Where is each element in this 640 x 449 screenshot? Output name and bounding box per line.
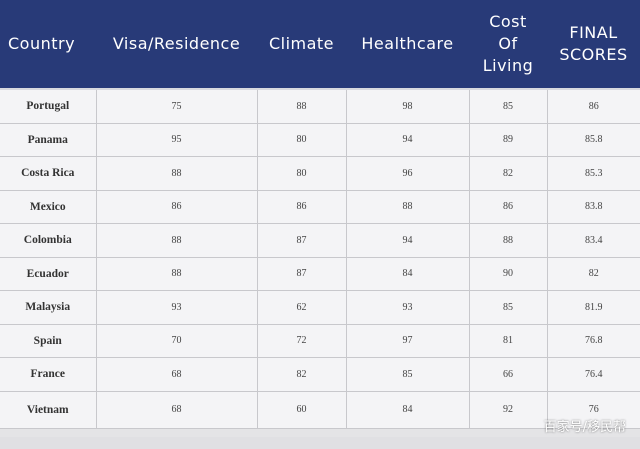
column-header-healthcare: Healthcare <box>346 0 469 90</box>
cell-final-score: 86 <box>547 89 640 124</box>
cell-climate: 60 <box>257 391 347 429</box>
cell-final-score: 83.8 <box>547 190 640 224</box>
cell-final-score: 81.9 <box>547 290 640 325</box>
cell-visa: 93 <box>96 290 258 325</box>
header-text-line: Of <box>498 34 518 53</box>
cell-climate: 87 <box>257 257 347 291</box>
column-header-final-scores: FINAL SCORES <box>547 0 640 90</box>
header-text-line: FINAL <box>569 23 618 42</box>
cell-final-score: 76 <box>547 391 640 429</box>
cell-healthcare: 84 <box>346 257 470 291</box>
table-row: Spain 70 72 97 81 76.8 <box>0 324 640 358</box>
cell-country: Vietnam <box>0 391 97 429</box>
cell-healthcare: 94 <box>346 223 470 258</box>
cell-country: Malaysia <box>0 290 97 325</box>
cell-country: Mexico <box>0 190 97 224</box>
footer-strip <box>0 437 640 449</box>
cell-visa: 88 <box>96 223 258 258</box>
cell-final-score: 85.3 <box>547 156 640 191</box>
cell-climate: 80 <box>257 156 347 191</box>
table-row: France 68 82 85 66 76.4 <box>0 357 640 392</box>
watermark: 百家号/移民帮 <box>543 420 626 435</box>
cell-country: Costa Rica <box>0 156 97 191</box>
cell-climate: 88 <box>257 89 347 124</box>
cell-healthcare: 85 <box>346 357 470 392</box>
cell-healthcare: 88 <box>346 190 470 224</box>
column-header-visa: Visa/Residence <box>96 0 257 90</box>
column-header-climate: Climate <box>257 0 346 90</box>
cell-country: France <box>0 357 97 392</box>
cell-visa: 70 <box>96 324 258 358</box>
cell-healthcare: 93 <box>346 290 470 325</box>
cell-cost-of-living: 82 <box>469 156 548 191</box>
cell-climate: 82 <box>257 357 347 392</box>
column-header-cost-of-living: Cost Of Living <box>469 0 547 90</box>
cell-cost-of-living: 86 <box>469 190 548 224</box>
cell-country: Panama <box>0 123 97 157</box>
cell-final-score: 83.4 <box>547 223 640 258</box>
cell-healthcare: 97 <box>346 324 470 358</box>
cell-climate: 87 <box>257 223 347 258</box>
table-row: Ecuador 88 87 84 90 82 <box>0 257 640 291</box>
cell-cost-of-living: 92 <box>469 391 548 429</box>
cell-visa: 75 <box>96 89 258 124</box>
header-text-line: SCORES <box>559 45 628 64</box>
cell-cost-of-living: 66 <box>469 357 548 392</box>
table-row: Costa Rica 88 80 96 82 85.3 <box>0 156 640 191</box>
scores-table: Country Visa/Residence Climate Healthcar… <box>0 0 640 429</box>
table-body: Portugal 75 88 98 85 86 Panama 95 80 94 89 85.8 Cost… <box>0 89 640 429</box>
table-row: Portugal 75 88 98 85 86 <box>0 89 640 124</box>
cell-final-score: 82 <box>547 257 640 291</box>
cell-healthcare: 96 <box>346 156 470 191</box>
cell-visa: 68 <box>96 357 258 392</box>
cell-final-score: 76.4 <box>547 357 640 392</box>
cell-visa: 68 <box>96 391 258 429</box>
cell-cost-of-living: 88 <box>469 223 548 258</box>
cell-climate: 80 <box>257 123 347 157</box>
header-row: Country Visa/Residence Climate Healthcar… <box>0 0 640 90</box>
cell-visa: 88 <box>96 257 258 291</box>
table-row: Malaysia 93 62 93 85 81.9 <box>0 290 640 325</box>
cell-country: Portugal <box>0 89 97 124</box>
cell-cost-of-living: 90 <box>469 257 548 291</box>
cell-country: Spain <box>0 324 97 358</box>
cell-healthcare: 84 <box>346 391 470 429</box>
header-text-line: Living <box>482 56 534 75</box>
table-row: Mexico 86 86 88 86 83.8 <box>0 190 640 224</box>
table-header: Country Visa/Residence Climate Healthcar… <box>0 0 640 90</box>
cell-cost-of-living: 85 <box>469 89 548 124</box>
column-header-country: Country <box>0 0 96 90</box>
cell-climate: 62 <box>257 290 347 325</box>
cell-cost-of-living: 89 <box>469 123 548 157</box>
cell-climate: 86 <box>257 190 347 224</box>
cell-visa: 88 <box>96 156 258 191</box>
table-row: Vietnam 68 60 84 92 76 <box>0 391 640 429</box>
cell-country: Colombia <box>0 223 97 258</box>
cell-cost-of-living: 85 <box>469 290 548 325</box>
cell-healthcare: 94 <box>346 123 470 157</box>
cell-climate: 72 <box>257 324 347 358</box>
cell-cost-of-living: 81 <box>469 324 548 358</box>
table-row: Panama 95 80 94 89 85.8 <box>0 123 640 157</box>
cell-country: Ecuador <box>0 257 97 291</box>
cell-healthcare: 98 <box>346 89 470 124</box>
cell-final-score: 76.8 <box>547 324 640 358</box>
cell-visa: 86 <box>96 190 258 224</box>
cell-visa: 95 <box>96 123 258 157</box>
header-text-line: Cost <box>489 12 527 31</box>
cell-final-score: 85.8 <box>547 123 640 157</box>
table-row: Colombia 88 87 94 88 83.4 <box>0 223 640 258</box>
